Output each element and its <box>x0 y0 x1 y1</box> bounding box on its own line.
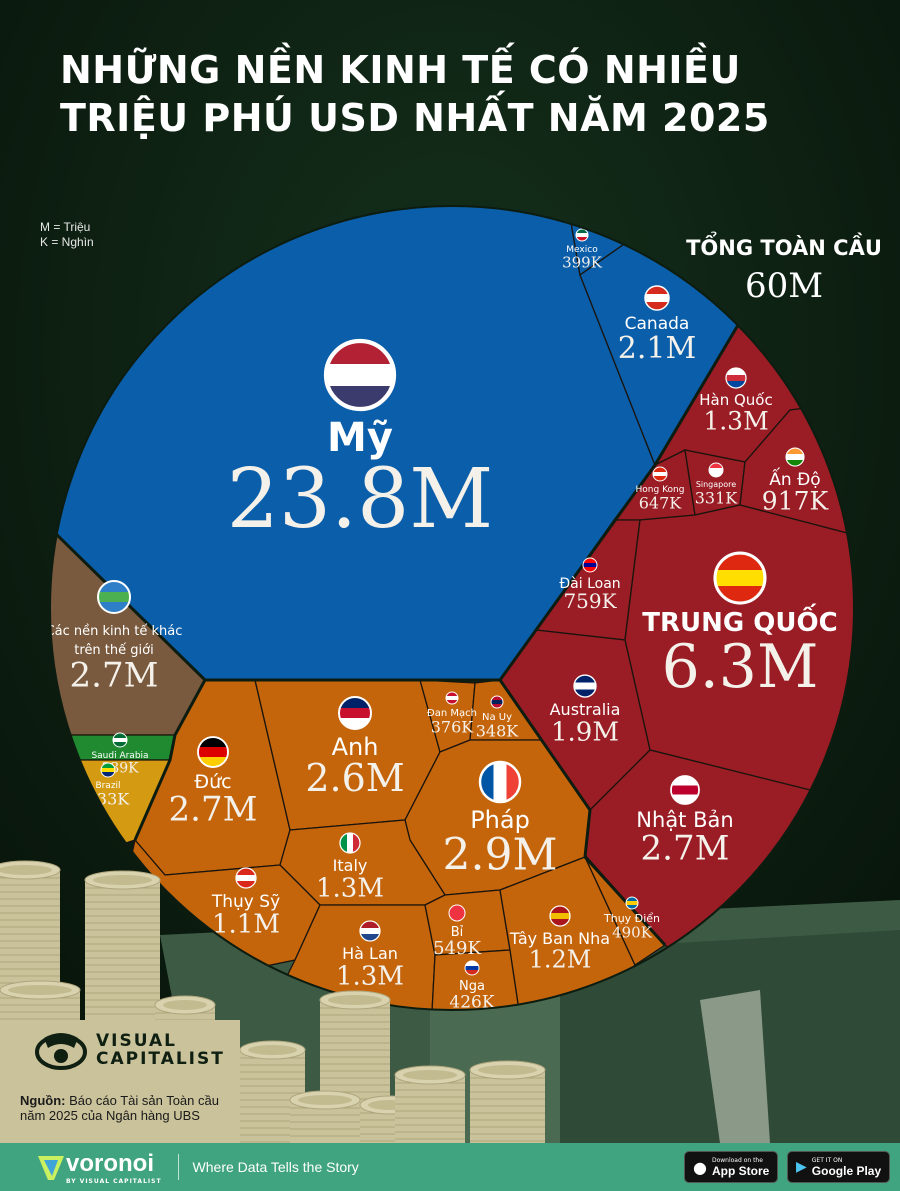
divider <box>177 1154 179 1180</box>
cell-ru <box>429 949 526 1010</box>
italy-flag-icon <box>339 832 361 854</box>
source-note: Nguồn: Báo cáo Tài sản Toàn cầu năm 2025… <box>20 1093 219 1123</box>
australia-flag-icon <box>573 674 597 698</box>
apple-icon: ● <box>693 1157 707 1177</box>
voronoi-logo[interactable]: voronoi BY VISUAL CAPITALIST <box>36 1150 162 1185</box>
spain-flag-icon <box>549 905 571 927</box>
us-flag-icon <box>323 338 397 412</box>
korea-flag-icon <box>725 367 747 389</box>
brazil-flag-icon <box>100 762 116 778</box>
netherlands-flag-icon <box>359 920 381 942</box>
visual-capitalist-icon <box>35 1033 87 1070</box>
switzerland-flag-icon <box>235 867 257 889</box>
norway-flag-icon <box>490 695 504 709</box>
taiwan-flag-icon <box>582 557 598 573</box>
singapore-flag-icon <box>708 462 724 478</box>
saudi-flag-icon <box>112 732 128 748</box>
canada-flag-icon <box>644 285 670 311</box>
visual-capitalist-logo: VISUAL CAPITALIST <box>34 1030 225 1070</box>
russia-flag-icon <box>464 960 480 976</box>
region-border <box>133 679 207 841</box>
hongkong-flag-icon <box>652 466 668 482</box>
region-border <box>498 679 667 947</box>
france-flag-icon <box>478 760 522 804</box>
sweden-flag-icon <box>625 896 639 910</box>
mexico-flag-icon <box>575 228 589 242</box>
japan-flag-icon <box>670 775 700 805</box>
voronoi-icon <box>38 1156 64 1180</box>
footer-bar: voronoi BY VISUAL CAPITALIST Where Data T… <box>0 1143 900 1191</box>
app-store-button[interactable]: ● Download on the App Store <box>684 1151 779 1183</box>
cell-be <box>424 889 511 956</box>
germany-flag-icon <box>197 736 229 768</box>
global-total: TỔNG TOÀN CẦU 60M <box>686 236 882 306</box>
uk-flag-icon <box>338 696 372 730</box>
google-play-icon: ▶ <box>796 1159 807 1175</box>
denmark-flag-icon <box>445 691 459 705</box>
google-play-button[interactable]: ▶ GET IT ON Google Play <box>787 1151 891 1183</box>
india-flag-icon <box>785 447 805 467</box>
tagline: Where Data Tells the Story <box>192 1159 359 1175</box>
belgium-flag-icon <box>448 904 466 922</box>
china-flag-icon <box>713 551 767 605</box>
globe-icon <box>97 580 131 614</box>
unit-legend: M = Triệu K = Nghìn <box>40 220 94 249</box>
page-title: NHỮNG NỀN KINH TẾ CÓ NHIỀU TRIỆU PHÚ USD… <box>60 48 770 140</box>
